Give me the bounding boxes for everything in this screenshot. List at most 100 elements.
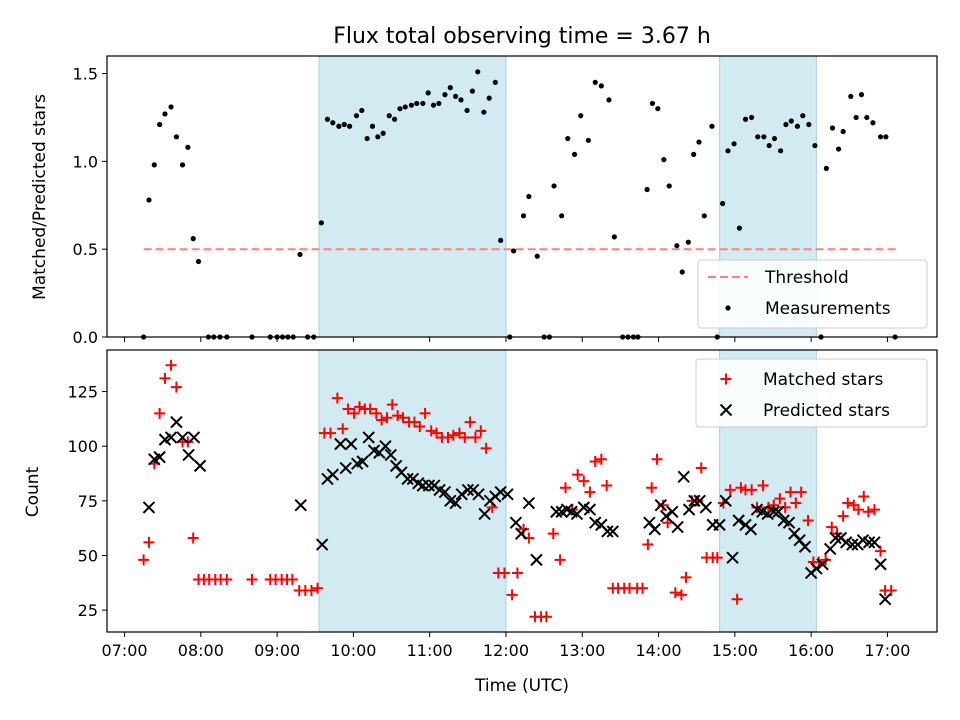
bottom-x-tick-label-10: 10:00 — [330, 641, 376, 660]
measurement-point-3 — [157, 121, 163, 128]
measurement-point-117 — [870, 120, 876, 126]
predicted-star-point-44 — [501, 488, 514, 501]
bottom-x-ticks: 07:00 08:00 09:00 10:00 11:00 12:00 13:00 14:00… — [101, 632, 910, 660]
measurement-point-112 — [840, 128, 846, 135]
predicted-star-point-90 — [816, 558, 829, 571]
predicted-star-point-48 — [530, 553, 543, 567]
matched-star-point-35 — [370, 407, 382, 419]
measurement-point-9 — [190, 236, 196, 242]
measurement-point-26 — [330, 120, 336, 126]
measurement-point-54 — [486, 95, 492, 101]
matched-star-point-59 — [506, 589, 518, 601]
measurement-point-53 — [481, 109, 487, 115]
predicted-star-point-43 — [494, 485, 507, 499]
measurement-point-41 — [414, 100, 420, 107]
predicted-star-point-13 — [326, 468, 340, 481]
predicted-star-point-81 — [767, 505, 780, 518]
top-y-axis-label: Matched/Predicted stars — [30, 94, 50, 300]
matched-star-point-118 — [842, 497, 854, 509]
bottom-y-tick-label-25: 25 — [78, 601, 98, 620]
bottom-count-points — [138, 359, 897, 623]
measurement-point-29 — [346, 123, 353, 129]
measurement-point-6 — [173, 134, 180, 140]
predicted-star-point-9 — [193, 459, 207, 473]
matched-star-point-1 — [143, 536, 155, 548]
bottom-plot-frame — [106, 349, 938, 633]
predicted-star-point-45 — [509, 516, 523, 529]
matched-star-point-31 — [348, 407, 360, 419]
measurement-point-30 — [353, 113, 360, 119]
measurement-point-69 — [585, 137, 591, 143]
matched-star-point-103 — [757, 480, 769, 492]
predicted-star-point-62 — [654, 499, 668, 512]
matched-star-point-98 — [731, 593, 743, 605]
measurement-point-28 — [341, 121, 347, 128]
matched-star-point-89 — [680, 571, 692, 583]
predicted-star-point-82 — [772, 505, 785, 518]
matched-star-point-120 — [852, 504, 864, 516]
predicted-star-point-7 — [182, 448, 195, 462]
top-plot-frame — [106, 55, 938, 338]
measurement-point-114 — [853, 114, 859, 121]
matched-star-point-67 — [554, 554, 566, 566]
measurement-point-119 — [883, 134, 889, 140]
matched-star-point-87 — [669, 587, 681, 599]
matched-star-point-24 — [305, 584, 317, 596]
predicted-star-point-46 — [515, 527, 528, 540]
measurement-point-58 — [511, 248, 517, 254]
matched-star-point-111 — [802, 515, 814, 527]
measurement-point-10 — [195, 258, 202, 265]
measurement-point-94 — [736, 225, 743, 231]
predicted-star-point-22 — [379, 439, 392, 453]
matched-star-point-0 — [138, 554, 150, 566]
measurement-point-55 — [492, 79, 498, 85]
top-y-tick-label-0.5: 0.5 — [73, 240, 98, 259]
predicted-star-point-23 — [384, 448, 397, 462]
matched-star-point-36 — [376, 414, 388, 426]
measurement-point-81 — [661, 157, 667, 163]
matched-star-point-97 — [724, 484, 736, 496]
measurement-point-24 — [318, 220, 324, 226]
measurement-point-50 — [464, 107, 470, 114]
measurement-point-71 — [598, 83, 604, 89]
predicted-star-point-63 — [659, 509, 673, 523]
bottom-legend: Matched stars Predicted stars — [695, 358, 928, 428]
matched-star-point-126 — [885, 584, 897, 596]
legend-matched-label: Matched stars — [763, 370, 883, 390]
matched-star-point-38 — [386, 399, 398, 411]
measurement-point-115 — [858, 92, 865, 98]
measurement-point-5 — [168, 104, 174, 110]
matched-star-point-81 — [637, 582, 649, 594]
matched-star-point-75 — [601, 480, 613, 492]
legend-measurements-swatch — [725, 305, 731, 311]
predicted-star-point-15 — [339, 461, 352, 475]
predicted-star-point-35 — [449, 496, 462, 510]
measurement-point-99 — [766, 142, 772, 149]
matched-star-point-110 — [795, 486, 807, 498]
measurement-point-86 — [691, 151, 697, 157]
measurement-point-44 — [430, 102, 437, 108]
measurement-point-116 — [864, 114, 870, 121]
measurement-point-2 — [151, 162, 157, 168]
predicted-star-point-26 — [401, 472, 414, 486]
top-y-tick-label-0: 0.0 — [73, 328, 98, 347]
predicted-star-point-19 — [362, 431, 375, 444]
top-shaded-interval-0 — [318, 55, 507, 338]
predicted-star-point-61 — [648, 523, 661, 536]
matched-star-point-6 — [170, 381, 182, 393]
bottom-panel: 07:00 08:00 09:00 10:00 11:00 12:00 13:00 14:00… — [67, 349, 938, 660]
predicted-star-point-58 — [601, 525, 614, 538]
matched-star-point-4 — [159, 372, 171, 384]
predicted-star-point-84 — [782, 516, 796, 529]
predicted-star-point-65 — [671, 520, 684, 534]
measurement-point-111 — [835, 146, 842, 152]
matched-star-point-72 — [584, 486, 596, 498]
bottom-x-tick-label-8: 08:00 — [178, 641, 224, 660]
measurement-point-100 — [771, 135, 778, 142]
matched-star-point-108 — [785, 486, 797, 498]
measurement-point-118 — [877, 134, 884, 140]
matched-star-point-74 — [595, 453, 607, 465]
measurement-point-32 — [364, 135, 370, 142]
measurement-point-51 — [469, 88, 476, 94]
matched-star-point-29 — [337, 423, 349, 435]
